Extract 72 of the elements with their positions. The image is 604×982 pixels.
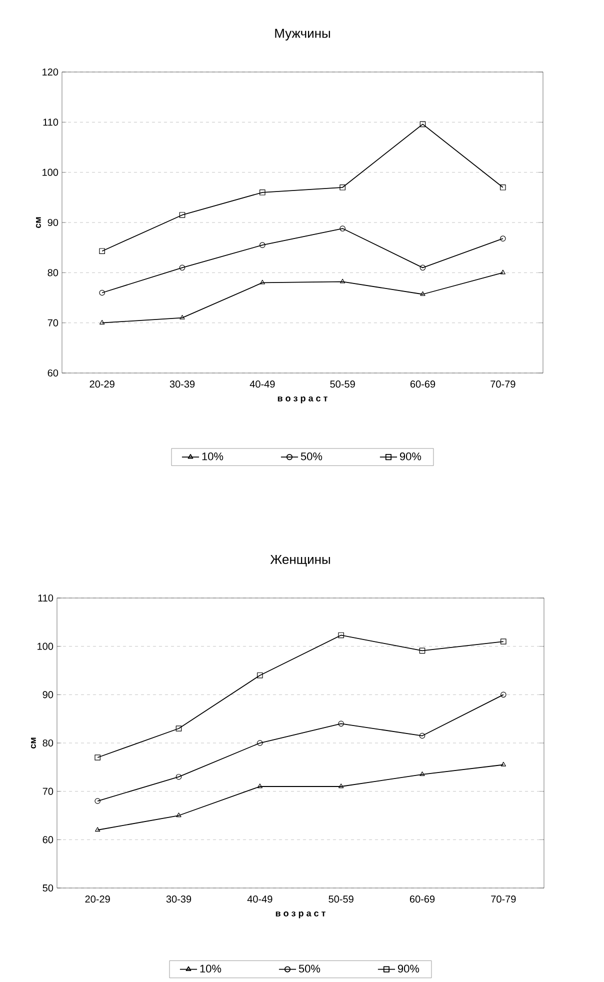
point xyxy=(500,638,506,644)
y-tick-label: 60 xyxy=(42,836,54,844)
y-tick-label: 120 xyxy=(42,68,58,76)
point xyxy=(419,732,426,739)
y-tick-label: 60 xyxy=(48,369,58,377)
point xyxy=(99,248,105,254)
point xyxy=(257,672,263,678)
point xyxy=(94,798,100,804)
legend-label: 10% xyxy=(200,964,222,972)
point xyxy=(500,184,506,190)
x-tick-label: 60-69 xyxy=(410,896,435,903)
legend-label: 90% xyxy=(400,452,422,460)
point xyxy=(338,632,344,638)
point xyxy=(100,320,105,324)
x-tick-label: 70-79 xyxy=(490,380,516,388)
point xyxy=(340,278,346,284)
x-axis-title: в о з р а с т xyxy=(276,911,326,918)
point xyxy=(420,291,426,296)
x-tick-label: 30-39 xyxy=(166,896,192,903)
point xyxy=(260,242,266,248)
point xyxy=(94,754,100,760)
point xyxy=(500,762,506,766)
point xyxy=(257,740,263,746)
x-tick-label: 50-59 xyxy=(328,896,354,903)
y-tick-label: 90 xyxy=(42,691,54,698)
legend-label: 50% xyxy=(300,452,322,460)
legend-label: 10% xyxy=(202,452,224,460)
x-tick-label: 20-29 xyxy=(85,896,110,903)
x-tick-label: 60-69 xyxy=(410,380,436,388)
point xyxy=(340,226,346,232)
point xyxy=(176,726,182,732)
point xyxy=(338,720,344,727)
point xyxy=(500,270,506,274)
point xyxy=(338,784,344,788)
y-tick-label: 80 xyxy=(48,269,58,276)
point xyxy=(260,280,265,284)
y-tick-label: 100 xyxy=(42,168,58,176)
point xyxy=(176,812,182,818)
point xyxy=(176,774,182,780)
point xyxy=(95,827,100,832)
y-tick-label: 70 xyxy=(42,788,54,795)
y-tick-label: 110 xyxy=(38,594,54,602)
x-tick-label: 30-39 xyxy=(170,380,195,388)
point xyxy=(99,290,105,296)
y-tick-label: 80 xyxy=(42,739,54,747)
x-tick-label: 50-59 xyxy=(330,380,355,388)
point xyxy=(260,190,266,196)
y-axis-title: см xyxy=(30,738,36,748)
point xyxy=(179,264,186,271)
legend-label: 90% xyxy=(398,964,420,972)
point xyxy=(257,784,262,788)
y-tick-label: 90 xyxy=(48,218,58,226)
point xyxy=(419,648,426,654)
y-tick-label: 100 xyxy=(38,642,54,650)
x-axis-title: в о з р а с т xyxy=(278,396,328,404)
chart-title: Женщины xyxy=(270,554,330,566)
x-tick-label: 70-79 xyxy=(491,896,516,903)
y-tick-label: 50 xyxy=(42,884,54,892)
x-tick-label: 40-49 xyxy=(250,380,275,388)
point xyxy=(420,264,426,271)
x-tick-label: 40-49 xyxy=(247,896,272,903)
y-tick-label: 110 xyxy=(43,118,58,126)
point xyxy=(180,314,185,320)
chart-title: Мужчины xyxy=(275,28,330,40)
point xyxy=(340,184,346,190)
y-axis-title: см xyxy=(36,217,41,228)
point xyxy=(179,212,186,218)
x-tick-label: 20-29 xyxy=(90,380,114,388)
point xyxy=(420,772,425,776)
y-tick-label: 70 xyxy=(48,319,58,326)
legend-label: 50% xyxy=(298,964,320,972)
point xyxy=(420,121,426,128)
